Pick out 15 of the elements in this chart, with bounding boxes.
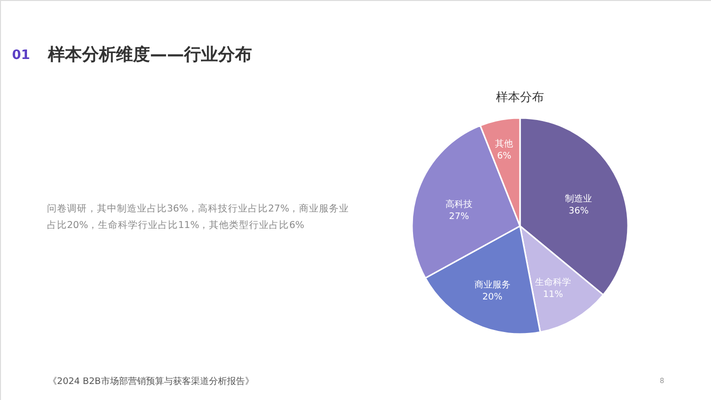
text: 问卷调研，其中制造业占比36%，高科技行业占比27%，商业服务业占比20%，生命科学行业占比11%，其他类型行业占比6% <box>47 202 350 231</box>
data-label: 6% <box>497 151 512 162</box>
text: 样本分析维度——行业分布 <box>47 45 252 65</box>
slice-label: 商业服务 <box>474 280 510 291</box>
data-label: 27% <box>449 212 470 222</box>
slice-label: 生命科学 <box>534 276 571 288</box>
text: 《2024 B2B市场部营销预算与获客渠道分析报告》 <box>48 376 254 387</box>
slice-label: 高科技 <box>446 199 473 210</box>
data-label: 20% <box>482 292 503 303</box>
text: 01 <box>12 48 30 63</box>
chart-title: 样本分布 <box>496 90 544 104</box>
data-label: 11% <box>542 290 564 300</box>
slice-label: 其他 <box>495 138 514 150</box>
slice-label: 制造业 <box>565 193 592 204</box>
data-label: 36% <box>568 206 590 216</box>
